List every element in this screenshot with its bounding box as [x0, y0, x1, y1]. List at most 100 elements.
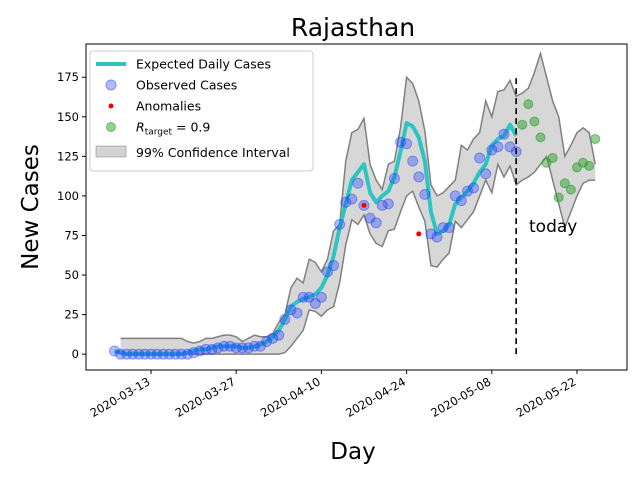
- legend-box: [89, 50, 314, 172]
- legend-ci-swatch: [95, 145, 127, 158]
- legend-expected-label: Expected Daily Cases: [136, 57, 271, 72]
- observed-point: [376, 199, 388, 211]
- observed-point: [206, 343, 218, 355]
- observed-point: [321, 266, 333, 278]
- observed-point: [145, 348, 157, 360]
- observed-point: [382, 198, 394, 210]
- y-axis-title: New Cases: [18, 144, 44, 270]
- observed-point: [346, 193, 358, 205]
- x-axis-title: Day: [330, 439, 375, 465]
- observed-point: [437, 222, 449, 234]
- ci-band: [120, 53, 596, 355]
- legend-anomalies-swatch: [108, 103, 114, 109]
- observed-point: [364, 212, 376, 224]
- observed-point: [443, 222, 455, 234]
- observed-point: [115, 348, 127, 360]
- y-tick-label: 50: [64, 268, 79, 282]
- y-tick-label: 0: [72, 347, 79, 361]
- target-point: [517, 119, 528, 130]
- observed-point: [169, 348, 181, 360]
- observed-point: [498, 128, 510, 140]
- observed-point: [267, 332, 279, 344]
- plot-frame: [85, 43, 628, 371]
- observed-point: [309, 298, 321, 310]
- observed-point: [151, 348, 163, 360]
- observed-point: [163, 348, 175, 360]
- observed-point: [486, 144, 498, 156]
- chart-title: Rajasthan: [291, 13, 415, 42]
- observed-point: [401, 138, 413, 150]
- observed-point: [230, 342, 242, 354]
- target-point: [547, 152, 558, 163]
- observed-point: [175, 348, 187, 360]
- anomaly-point: [416, 231, 422, 237]
- observed-point: [340, 196, 352, 208]
- observed-point: [455, 195, 467, 207]
- observed-point: [194, 345, 206, 357]
- observed-point: [388, 173, 400, 185]
- target-point: [529, 116, 540, 127]
- legend-ci-label: 99% Confidence Interval: [136, 145, 290, 160]
- observed-point: [425, 228, 437, 240]
- observed-point: [261, 336, 273, 348]
- observed-point: [236, 342, 248, 354]
- anomaly-point: [361, 202, 367, 208]
- observed-point: [480, 168, 492, 180]
- observed-point: [370, 217, 382, 229]
- observed-point: [273, 329, 285, 341]
- legend-observed-swatch: [105, 79, 117, 91]
- observed-point: [504, 141, 516, 153]
- observed-point: [315, 291, 327, 303]
- legend-target-swatch: [106, 122, 116, 132]
- legend-target-label: Rtarget = 0.9: [136, 120, 210, 138]
- target-point: [590, 133, 601, 144]
- observed-point: [297, 291, 309, 303]
- y-tick-label: 75: [64, 228, 79, 242]
- observed-point: [242, 342, 254, 354]
- today-label: today: [529, 217, 577, 237]
- observed-point: [133, 348, 145, 360]
- observed-point: [108, 345, 120, 357]
- observed-point: [407, 155, 419, 167]
- observed-point: [449, 190, 461, 202]
- observed-point: [127, 348, 139, 360]
- y-tick-label: 100: [57, 189, 79, 203]
- observed-point: [395, 136, 407, 148]
- observed-point: [291, 307, 303, 319]
- y-tick-label: 125: [57, 149, 79, 163]
- observed-point: [157, 348, 169, 360]
- observed-point: [279, 313, 291, 325]
- target-point: [553, 192, 564, 203]
- observed-point: [188, 347, 200, 359]
- observed-point: [212, 342, 224, 354]
- observed-point: [413, 171, 425, 183]
- y-tick-label: 25: [64, 308, 79, 322]
- observed-point: [474, 152, 486, 164]
- legend: Expected Daily Cases Observed Cases Anom…: [89, 50, 314, 172]
- ci-lower-line: [120, 154, 596, 355]
- observed-point: [139, 348, 151, 360]
- observed-point: [255, 340, 267, 352]
- ci-upper-line: [120, 50, 596, 344]
- y-tick-label: 150: [57, 110, 79, 124]
- target-point: [535, 132, 546, 143]
- observed-point: [431, 231, 443, 243]
- observed-point: [461, 185, 473, 197]
- observed-point: [492, 141, 504, 153]
- legend-observed-label: Observed Cases: [136, 78, 237, 93]
- observed-point: [419, 188, 431, 200]
- observed-point: [303, 291, 315, 303]
- observed-point: [352, 177, 364, 189]
- observed-point: [468, 182, 480, 194]
- observed-point: [182, 348, 194, 360]
- observed-point: [224, 340, 236, 352]
- observed-point: [328, 260, 340, 272]
- series-expected-line: [113, 121, 518, 357]
- observed-point: [200, 343, 212, 355]
- y-tick-label: 175: [57, 70, 79, 84]
- observed-point: [285, 304, 297, 316]
- target-point: [565, 184, 576, 195]
- target-point: [559, 178, 570, 189]
- observed-point: [121, 348, 133, 360]
